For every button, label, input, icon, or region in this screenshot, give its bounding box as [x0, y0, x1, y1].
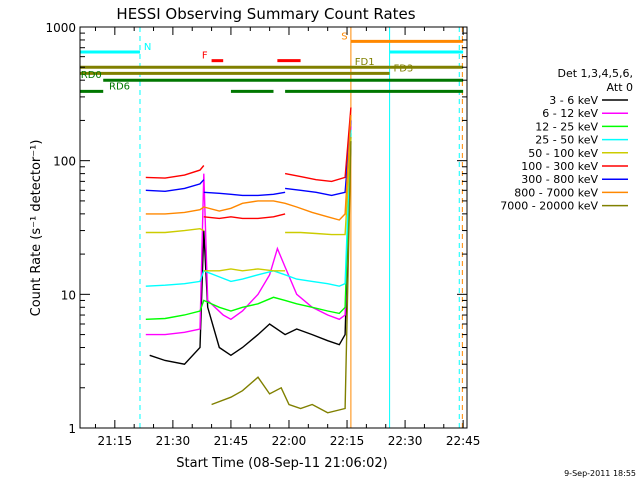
state-bar-label-2: S — [341, 31, 347, 42]
state-bar-label-9: RD6 — [109, 81, 130, 92]
y-axis-label: Count Rate (s⁻¹ detector⁻¹) — [29, 140, 44, 317]
state-bars: N S F FD1 FD3 RD0 RD6 — [80, 31, 464, 93]
series-line-4-0 — [145, 227, 205, 234]
series-line-4-2 — [285, 137, 352, 236]
plot-area — [79, 27, 463, 428]
series-line-5-0 — [145, 165, 205, 179]
legend-entry-label-7: 800 - 7000 keV — [514, 186, 598, 199]
series-line-1-0 — [145, 126, 352, 336]
x-tick-label-1: 21:30 — [156, 434, 191, 448]
x-tick-label-3: 22:00 — [272, 434, 307, 448]
series-line-5-1 — [203, 213, 286, 220]
series-line-8-0 — [211, 141, 352, 414]
series-line-2-0 — [145, 133, 352, 320]
series-line-5-2 — [284, 107, 352, 183]
legend-entry-label-2: 12 - 25 keV — [535, 120, 598, 133]
series-line-6-0 — [145, 179, 205, 193]
y-tick-label-3: 1000 — [45, 21, 76, 35]
x-tick-label-0: 21:15 — [98, 434, 133, 448]
x-tick-label-6: 22:45 — [446, 434, 481, 448]
series-line-4-1 — [203, 268, 286, 272]
y-tick-label-2: 100 — [53, 155, 76, 169]
legend-title-line-0: Det 1,3,4,5,6, — [557, 67, 633, 80]
state-bar-label-0: N — [144, 42, 151, 53]
state-bar-label-8: RD0 — [81, 70, 102, 81]
legend-entry-label-1: 6 - 12 keV — [542, 107, 598, 120]
timestamp: 9-Sep-2011 18:55 — [564, 469, 636, 478]
legend-entry-label-4: 50 - 100 keV — [528, 147, 598, 160]
y-tick-label-0: 1 — [68, 422, 76, 436]
series-line-6-2 — [285, 120, 352, 197]
series-line-0-0 — [149, 137, 352, 365]
legend-entry-label-0: 3 - 6 keV — [549, 94, 598, 107]
legend-entry-label-8: 7000 - 20000 keV — [500, 200, 598, 213]
y-tick-label-1: 10 — [61, 288, 76, 302]
x-tick-label-2: 21:45 — [214, 434, 249, 448]
state-bar-label-5: FD1 — [355, 57, 375, 68]
chart-title: HESSI Observing Summary Count Rates — [116, 5, 415, 23]
series-line-3-0 — [145, 129, 352, 287]
legend-title-line-1: Att 0 — [607, 81, 633, 94]
legend-entry-label-3: 25 - 50 keV — [535, 134, 598, 147]
series-line-6-1 — [203, 191, 286, 197]
legend-entry-label-5: 100 - 300 keV — [521, 160, 598, 173]
plot-frame — [79, 26, 468, 429]
x-axis-label: Start Time (08-Sep-11 21:06:02) — [176, 456, 387, 471]
legend-entry-label-6: 300 - 800 keV — [521, 173, 598, 186]
axes: 21:15 21:30 21:45 22:00 22:15 22:30 22:45 1 10 10… — [45, 21, 480, 448]
series-line-7-0 — [145, 114, 352, 221]
state-bar-label-7: FD3 — [393, 63, 413, 74]
state-bar-label-3: F — [202, 51, 208, 62]
x-tick-label-4: 22:15 — [330, 434, 365, 448]
x-tick-label-5: 22:30 — [388, 434, 423, 448]
